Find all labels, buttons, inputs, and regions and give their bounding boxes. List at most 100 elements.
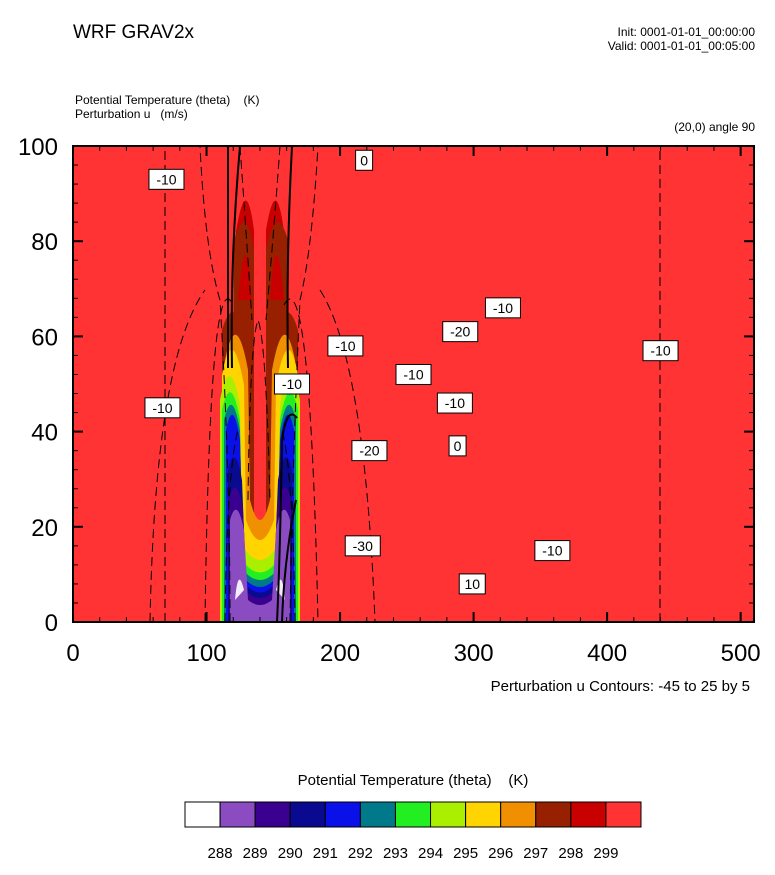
- contour-label-text: -20: [359, 443, 379, 459]
- colorbar-labels: 288 289 290 291 292 293 294 295 296 297 298 299: [208, 845, 619, 862]
- valid-time: Valid: 0001-01-01_00:05:00: [608, 39, 756, 53]
- contour-label-text: 10: [464, 576, 480, 592]
- major-ticks: [72, 145, 754, 623]
- band-287: [235, 579, 285, 600]
- contour-label: -10: [144, 397, 181, 419]
- colorbar-swatch: [394, 801, 432, 828]
- contour-label-text: -10: [156, 171, 176, 187]
- contour-label-box: [395, 363, 432, 385]
- colorbar-level-label: 299: [593, 845, 618, 862]
- contour-label-text: 0: [454, 438, 462, 454]
- colorbar-swatch: [289, 801, 326, 828]
- cross-section-label: (20,0) angle 90: [674, 120, 755, 134]
- x-tick-label: 0: [66, 640, 79, 667]
- contour-label: -10: [327, 335, 364, 357]
- contour-label-text: -10: [403, 366, 423, 382]
- colorbar-swatch: [359, 801, 396, 828]
- contour-label-text: -10: [282, 376, 302, 392]
- contour-label-box: [442, 321, 479, 343]
- contour-note: Perturbation u Contours: -45 to 25 by 5: [491, 678, 750, 695]
- colorbar-swatch: [184, 801, 221, 828]
- y-tick-label: 60: [31, 324, 58, 351]
- contour-label-box: [436, 392, 473, 414]
- field-label-theta: Potential Temperature (theta) (K): [75, 93, 260, 107]
- contour-label-box: [273, 373, 310, 395]
- colorbar-swatch: [219, 801, 256, 828]
- y-tick-label: 40: [31, 420, 58, 447]
- colorbar-swatch: [500, 801, 537, 828]
- contour-label-box: [458, 573, 486, 595]
- colorbar-level-label: 294: [418, 845, 443, 862]
- legend-title: Potential Temperature (theta) (K): [298, 772, 529, 789]
- contour-label: -20: [351, 440, 388, 462]
- contour-label-text: -30: [353, 538, 373, 554]
- colorbar-level-label: 293: [383, 845, 408, 862]
- u-zero-contours: [230, 146, 298, 622]
- contour-label-box: [448, 435, 467, 457]
- y-tick-labels: 0 20 40 60 80 100: [18, 134, 58, 637]
- contour-label: 0: [355, 149, 374, 171]
- field-label-u: Perturbation u (m/s): [75, 107, 188, 121]
- contour-label: -10: [395, 363, 432, 385]
- x-tick-label: 300: [454, 640, 494, 667]
- init-time: Init: 0001-01-01_00:00:00: [618, 25, 756, 39]
- y-tick-label: 100: [18, 134, 58, 161]
- y-tick-label: 20: [31, 515, 58, 542]
- colorbar-swatch: [254, 801, 291, 828]
- colorbar-level-label: 289: [243, 845, 268, 862]
- colorbar-swatch: [430, 801, 467, 828]
- contour-label: 0: [448, 435, 467, 457]
- contour-label-box: [484, 297, 521, 319]
- x-tick-label: 400: [587, 640, 627, 667]
- contour-label: 10: [458, 573, 486, 595]
- contour-label-box: [534, 540, 571, 562]
- plot-frame: [72, 145, 755, 623]
- x-tick-label: 200: [320, 640, 360, 667]
- colorbar-level-label: 288: [208, 845, 233, 862]
- contour-label-box: [642, 340, 679, 362]
- contour-label: -30: [344, 535, 381, 557]
- colorbar-level-label: 296: [488, 845, 513, 862]
- colorbar-swatch: [570, 801, 607, 828]
- colorbar-level-label: 295: [453, 845, 478, 862]
- contour-label-text: -10: [493, 300, 513, 316]
- y-tick-label: 0: [45, 610, 58, 637]
- contour-label-box: [351, 440, 388, 462]
- x-tick-label: 500: [721, 640, 761, 667]
- contour-label-text: -10: [650, 343, 670, 359]
- colorbar-level-label: 297: [523, 845, 548, 862]
- colorbar-level-label: 292: [348, 845, 373, 862]
- contour-label-box: [148, 168, 185, 190]
- contour-label-text: -20: [450, 324, 470, 340]
- contour-label-text: -10: [542, 543, 562, 559]
- contour-label-text: 0: [360, 152, 368, 168]
- contour-label-box: [144, 397, 181, 419]
- contour-label-box: [327, 335, 364, 357]
- contour-label: -10: [534, 540, 571, 562]
- colorbar-level-label: 298: [558, 845, 583, 862]
- colorbar: [184, 801, 642, 828]
- contour-label: -10: [484, 297, 521, 319]
- chart-title: WRF GRAV2x: [73, 22, 195, 43]
- contour-label-text: -10: [152, 400, 172, 416]
- contour-label-text: -10: [445, 395, 465, 411]
- x-tick-labels: 0 100 200 300 400 500: [66, 640, 760, 667]
- colorbar-swatch: [605, 801, 642, 828]
- colorbar-level-label: 291: [313, 845, 338, 862]
- x-tick-label: 100: [187, 640, 227, 667]
- contour-labels: 0 -10 -10 -10 -10 -20 -10 -10 -10 -10 -20 0 -30 -10 10: [144, 149, 679, 595]
- contour-label-box: [355, 149, 374, 171]
- contour-label: -10: [436, 392, 473, 414]
- colorbar-swatch: [324, 801, 361, 828]
- contour-label-box: [344, 535, 381, 557]
- colorbar-swatch: [535, 801, 572, 828]
- contour-label: -20: [442, 321, 479, 343]
- y-tick-label: 80: [31, 229, 58, 256]
- contour-label: -10: [148, 168, 185, 190]
- contour-label: -10: [273, 373, 310, 395]
- band-288: [230, 509, 290, 622]
- colorbar-swatch: [465, 801, 502, 828]
- colorbar-level-label: 290: [278, 845, 303, 862]
- contour-label-text: -10: [335, 338, 355, 354]
